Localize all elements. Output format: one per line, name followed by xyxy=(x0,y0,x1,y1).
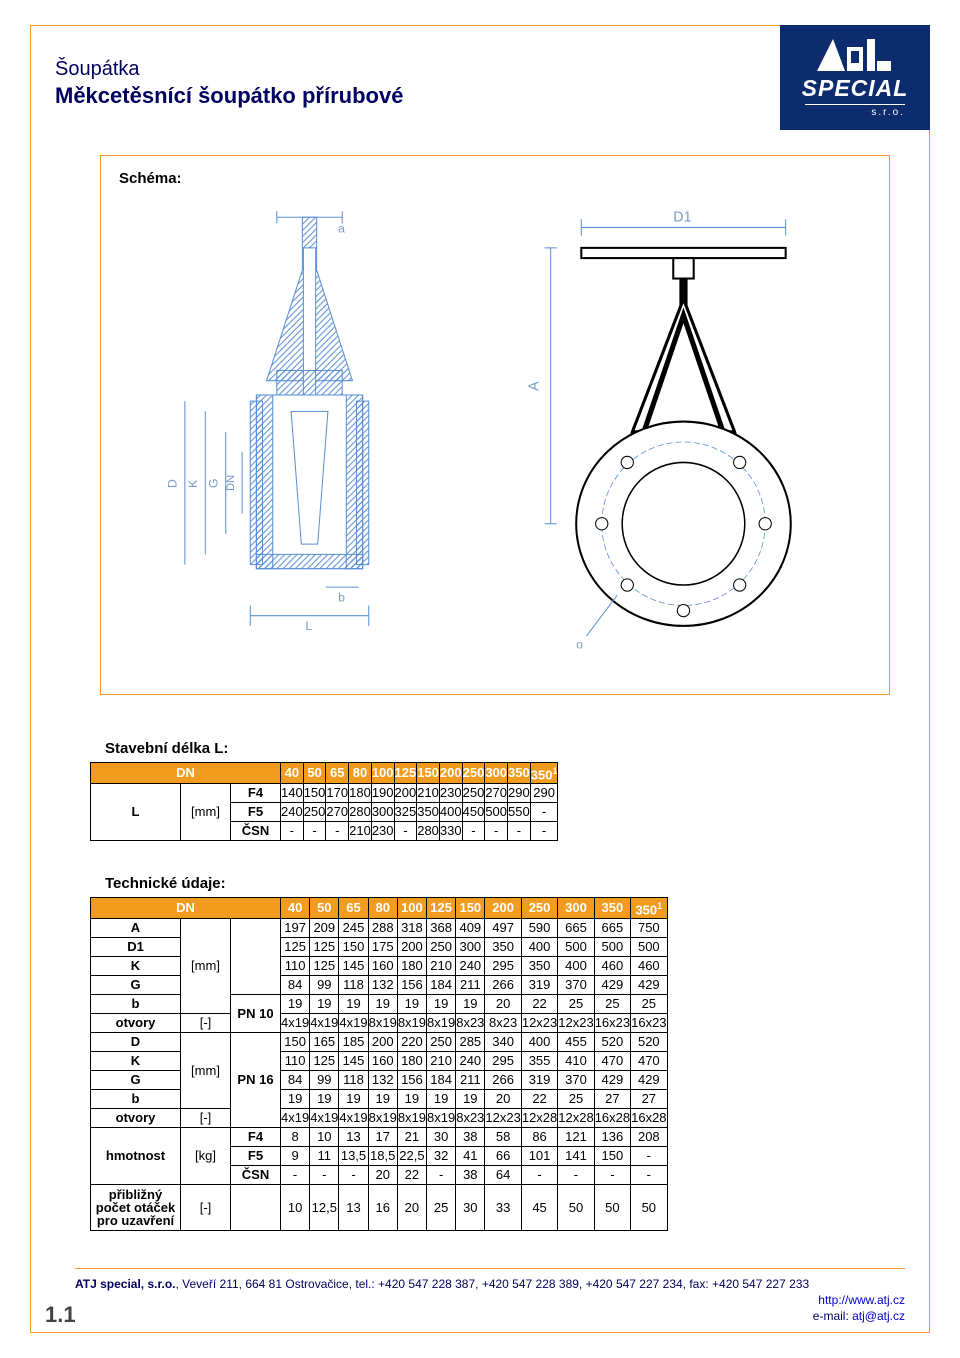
logo-icon xyxy=(815,37,895,73)
footer-email: e-mail: atj@atj.cz xyxy=(75,1309,905,1323)
svg-text:D: D xyxy=(165,479,179,488)
supertitle: Šoupátka xyxy=(55,58,403,81)
page-number: 1.1 xyxy=(45,1302,76,1328)
svg-text:a: a xyxy=(338,222,345,236)
svg-text:G: G xyxy=(206,478,220,488)
logo-sro: s.r.o. xyxy=(805,104,905,118)
technical-table: DN405065801001251502002503003503501A[mm]… xyxy=(90,897,668,1231)
footer-web: http://www.atj.cz xyxy=(75,1293,905,1307)
footer-address: ATJ special, s.r.o., Veveří 211, 664 81 … xyxy=(75,1277,905,1291)
valve-side-diagram: a D K G DN xyxy=(127,207,488,677)
schema-section: Schéma: a xyxy=(100,155,890,695)
logo-text: SPECIAL xyxy=(802,75,909,102)
svg-text:L: L xyxy=(305,619,312,633)
table2-title: Technické údaje: xyxy=(105,875,226,892)
svg-text:o: o xyxy=(576,637,583,651)
valve-front-diagram: D1 o A xyxy=(503,207,864,677)
svg-text:K: K xyxy=(186,479,200,488)
schema-label: Schéma: xyxy=(119,170,871,187)
table1-title: Stavební délka L: xyxy=(105,740,228,757)
svg-text:DN: DN xyxy=(224,475,236,491)
page-header: Šoupátka Měkcetěsnící šoupátko přírubové xyxy=(55,58,403,109)
length-table: DN405065801001251502002503003503501L[mm]… xyxy=(90,762,558,841)
svg-text:D1: D1 xyxy=(673,209,691,225)
brand-logo: SPECIAL s.r.o. xyxy=(780,25,930,130)
page-title: Měkcetěsnící šoupátko přírubové xyxy=(55,83,403,109)
diagram-row: a D K G DN xyxy=(119,197,871,677)
svg-text:A: A xyxy=(526,381,542,391)
svg-text:b: b xyxy=(338,590,345,604)
footer: ATJ special, s.r.o., Veveří 211, 664 81 … xyxy=(75,1268,905,1323)
